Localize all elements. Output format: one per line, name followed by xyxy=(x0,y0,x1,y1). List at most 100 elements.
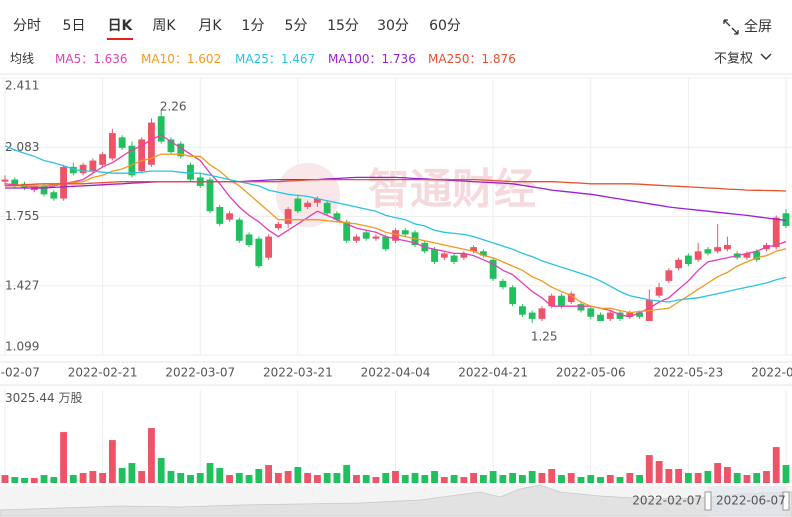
volume-bar xyxy=(567,473,575,483)
candle-body xyxy=(636,312,643,317)
volume-bar xyxy=(362,475,370,483)
candle-body xyxy=(187,164,194,180)
period-tab[interactable]: 5分 xyxy=(285,18,308,34)
volume-bar xyxy=(499,475,507,483)
volume-max: 3025.44 xyxy=(5,391,55,405)
navigator-handle[interactable] xyxy=(782,491,790,511)
volume-bar xyxy=(489,471,497,483)
candle-body xyxy=(450,255,458,262)
watermark: 智通财经 xyxy=(368,165,536,214)
candle-body xyxy=(128,145,136,176)
fullscreen-label[interactable]: 全屏 xyxy=(744,18,772,35)
volume-bar xyxy=(558,475,565,483)
ma-value: 1.602 xyxy=(187,52,221,66)
candle-body xyxy=(724,245,731,250)
candle-body xyxy=(69,166,77,174)
volume-bar xyxy=(284,471,292,483)
period-tab[interactable]: 周K xyxy=(152,18,176,34)
volume-bar xyxy=(548,469,556,483)
x-tick-label: 2022-04-21 xyxy=(458,366,528,380)
candle-body xyxy=(304,202,312,207)
candle-body xyxy=(1,179,9,182)
period-tab[interactable]: 30分 xyxy=(377,18,409,34)
period-tab[interactable]: 月K xyxy=(198,18,222,34)
candle-body xyxy=(138,139,146,172)
volume-bar xyxy=(274,473,282,483)
candle-body xyxy=(89,160,97,172)
navigator-handle[interactable] xyxy=(704,491,712,511)
candle-body xyxy=(206,179,214,212)
period-tab[interactable]: 日K xyxy=(108,18,134,34)
period-tab[interactable]: 15分 xyxy=(327,18,359,34)
candle-body xyxy=(148,122,155,165)
x-tick-label: 2022-05-06 xyxy=(556,366,626,380)
candle-body xyxy=(265,236,273,258)
candle-body xyxy=(606,312,614,319)
candle-body xyxy=(245,234,253,246)
volume-bar xyxy=(460,477,468,483)
navigator-selection[interactable] xyxy=(708,486,786,516)
ma-value: 1.736 xyxy=(381,52,415,66)
candle-body xyxy=(362,232,370,239)
ma-legend: MA100：1.736 xyxy=(328,52,416,66)
x-tick-label: 2022-05-23 xyxy=(654,366,724,380)
candle-body xyxy=(323,202,331,214)
ma-name: MA25： xyxy=(235,52,281,66)
volume-bar xyxy=(479,475,487,483)
candle-body xyxy=(753,251,761,260)
volume-bar xyxy=(421,475,429,483)
volume-bar xyxy=(294,467,302,483)
candle-body xyxy=(333,213,341,220)
volume-bar xyxy=(21,478,28,483)
volume-bar xyxy=(684,473,692,483)
volume-bar xyxy=(343,465,351,483)
period-tab[interactable]: 5日 xyxy=(63,18,86,34)
volume-bar xyxy=(323,473,331,483)
volume-bar xyxy=(772,447,780,483)
volume-bar xyxy=(645,455,653,483)
volume-bar xyxy=(577,477,585,483)
volume-bar xyxy=(245,475,253,483)
volume-bar xyxy=(587,475,595,483)
volume-bar xyxy=(226,475,233,483)
fullscreen-button[interactable]: 全屏 xyxy=(723,18,772,35)
volume-bar xyxy=(382,473,390,483)
volume-bar xyxy=(79,473,87,483)
volume-bar xyxy=(89,471,97,483)
candle-body xyxy=(743,253,751,258)
period-tab[interactable]: 1分 xyxy=(242,18,265,34)
volume-bar xyxy=(763,471,770,483)
volume-bar xyxy=(733,473,741,483)
candle-body xyxy=(626,312,634,317)
candle-body xyxy=(567,293,575,303)
volume-bar xyxy=(196,473,204,483)
adjust-dropdown[interactable]: 不复权 xyxy=(714,51,772,67)
candle-body xyxy=(372,236,380,239)
period-tab[interactable]: 分时 xyxy=(13,18,41,34)
y-tick-label: 1.099 xyxy=(5,340,39,354)
candle-body xyxy=(382,236,390,250)
x-tick-label: 2022-04-04 xyxy=(361,366,431,380)
candle-body xyxy=(548,295,556,307)
candle-body xyxy=(675,259,683,269)
adjust-label[interactable]: 不复权 xyxy=(714,51,753,67)
candle-body xyxy=(577,304,585,311)
candle-body xyxy=(157,116,165,142)
candle-body xyxy=(509,287,517,305)
x-tick-label: 2022-03-07 xyxy=(165,366,235,380)
period-tab[interactable]: 60分 xyxy=(429,18,461,34)
volume-bar xyxy=(431,471,438,483)
volume-scale-label: 3025.44 万股 xyxy=(5,391,82,405)
volume-bar xyxy=(675,469,683,483)
volume-bar xyxy=(69,475,77,483)
x-tick-label: 2022-02-07 xyxy=(0,366,40,380)
volume-bar xyxy=(60,432,67,483)
volume-bar xyxy=(30,478,38,483)
volume-bar xyxy=(509,473,517,483)
volume-bar xyxy=(724,467,731,483)
volume-bar xyxy=(99,473,107,483)
volume-unit: 万股 xyxy=(58,391,82,405)
ma-legend: MA10：1.602 xyxy=(141,52,221,66)
x-tick-label: 2022-02-21 xyxy=(68,366,138,380)
